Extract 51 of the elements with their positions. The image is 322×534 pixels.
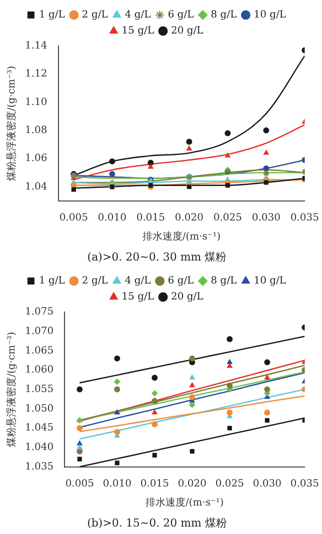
x-tick-label: 0.010: [102, 478, 132, 490]
legend-label: 4 g/L: [124, 276, 152, 287]
legend-label: 2 g/L: [82, 10, 108, 21]
legend-label: 20 g/L: [171, 26, 204, 37]
text: (a)>0. 20~0. 30 mm 煤粉: [87, 250, 227, 264]
legend-label: 1 g/L: [38, 276, 66, 287]
legend-label: 6 g/L: [168, 10, 194, 21]
y-tick-label: 1.08: [25, 125, 48, 136]
x-tick-label: 0.035: [290, 478, 320, 490]
legend-label: 15 g/L: [122, 26, 154, 37]
x-tick-label: 0.020: [174, 212, 204, 224]
legend-label: 4 g/L: [124, 10, 152, 21]
x-tick-label: 0.020: [178, 478, 206, 490]
legend-label: 8 g/L: [210, 10, 238, 21]
legend-label: 8 g/L: [210, 276, 238, 287]
x-axis-title: 排水速度/(m·s⁻¹): [146, 496, 224, 508]
x-tick-label: 0.015: [140, 478, 169, 490]
legend-label: 10 g/L: [254, 276, 286, 287]
y-tick-label: 1.065: [24, 345, 54, 356]
legend-label: 20 g/L: [171, 292, 204, 303]
x-tick-label: 0.010: [98, 212, 126, 224]
legend-label: 6 g/L: [168, 276, 194, 287]
text: (b)>0. 15~0. 20 mm 煤粉: [87, 516, 227, 530]
x-axis-title: 排水速度/(m·s⁻¹): [142, 230, 221, 242]
y-tick-label: 1.040: [24, 442, 54, 454]
y-tick-label: 1.070: [24, 326, 54, 337]
legend-label: 15 g/L: [122, 292, 154, 303]
legend-label: 10 g/L: [254, 10, 286, 21]
y-axis-title: 煤粉悬浮液密度/(g·cm⁻³): [6, 66, 18, 181]
y-tick-label: 1.14: [25, 40, 48, 52]
y-tick-label: 1.10: [25, 96, 48, 108]
legend-label: 1 g/L: [38, 10, 66, 21]
y-tick-label: 1.050: [24, 403, 54, 414]
x-tick-label: 0.005: [65, 478, 94, 490]
y-tick-label: 1.035: [24, 461, 54, 472]
y-tick-label: 1.055: [24, 384, 54, 395]
x-tick-label: 0.025: [213, 212, 242, 224]
y-tick-label: 1.060: [24, 364, 54, 376]
y-tick-label: 1.075: [24, 306, 54, 318]
legend-label: 2 g/L: [82, 276, 108, 287]
y-tick-label: 1.06: [25, 153, 48, 164]
x-tick-label: 0.030: [252, 478, 282, 490]
x-tick-label: 0.030: [252, 212, 281, 224]
y-tick-label: 1.04: [25, 181, 48, 192]
x-tick-label: 0.005: [59, 212, 88, 224]
x-tick-label: 0.035: [290, 212, 320, 224]
y-axis-title: 煤粉悬浮液密度/(g·cm⁻³): [6, 332, 18, 447]
y-tick-label: 1.12: [25, 68, 48, 80]
x-tick-label: 0.025: [215, 478, 244, 490]
x-tick-label: 0.015: [136, 212, 165, 224]
y-tick-label: 1.045: [24, 422, 54, 434]
